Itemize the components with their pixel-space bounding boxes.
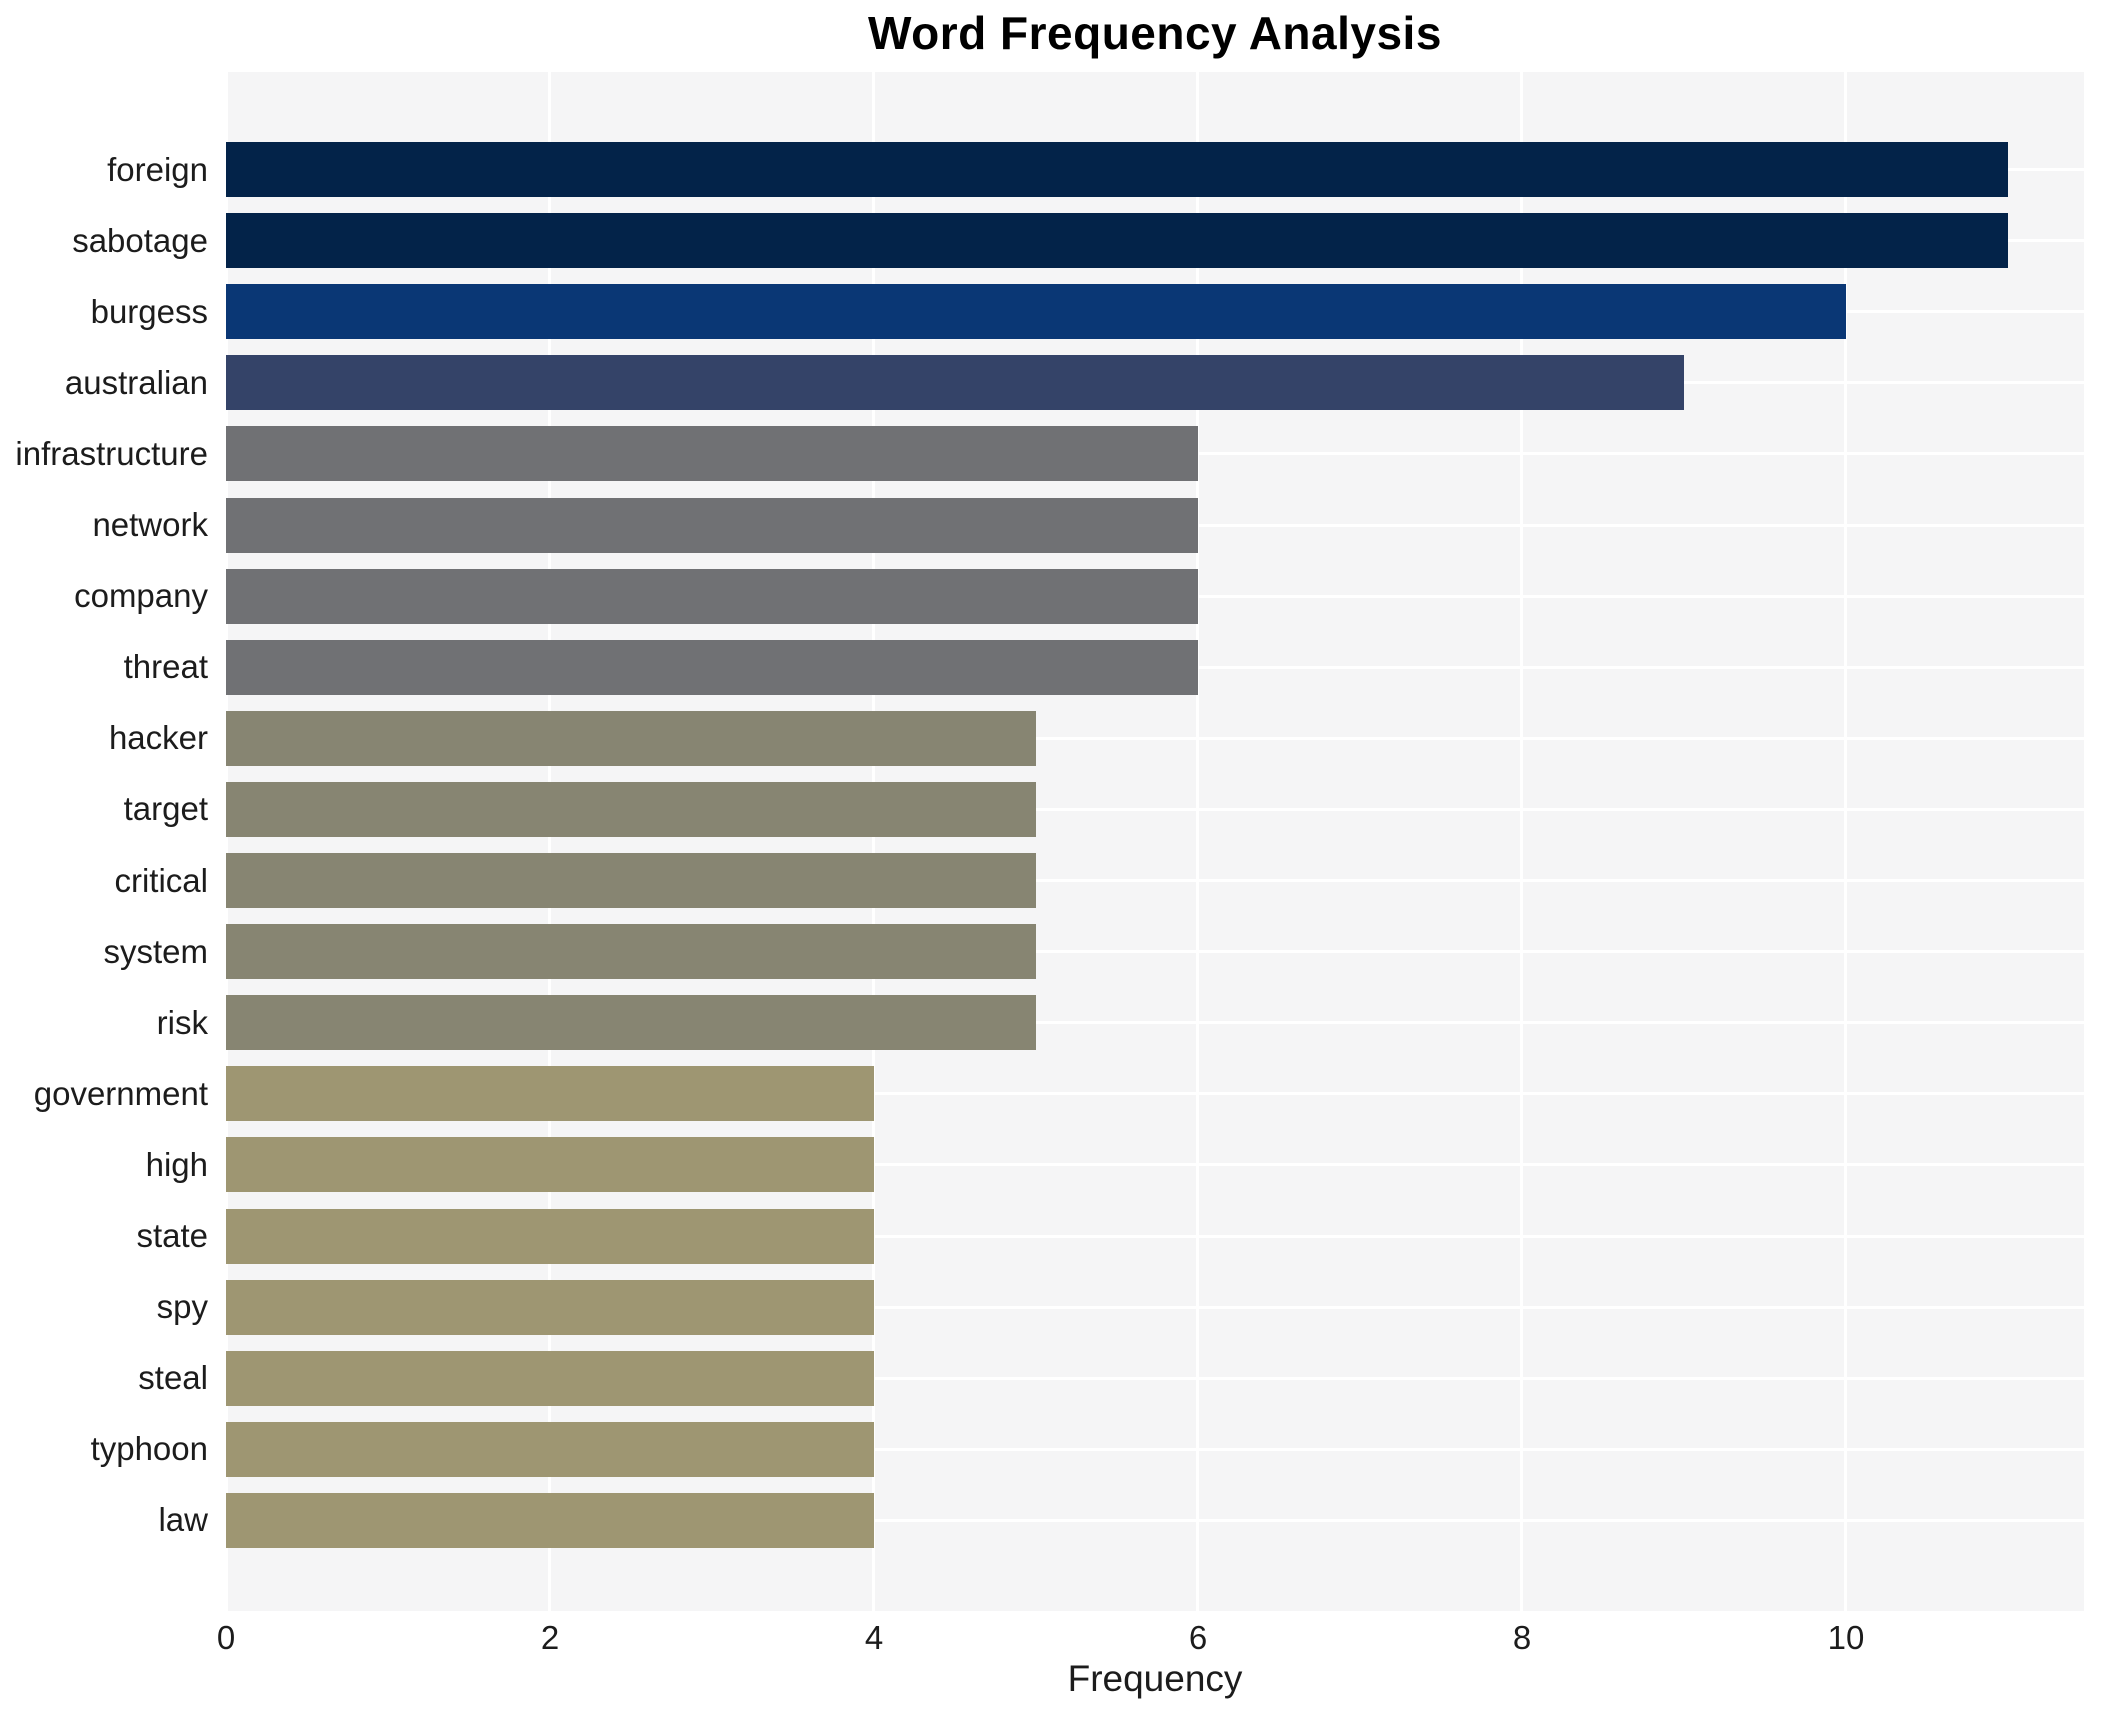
bar-risk: [226, 995, 1036, 1050]
y-tick-label-burgess: burgess: [90, 293, 208, 330]
bar-foreign: [226, 142, 2008, 197]
x-gridline: [225, 72, 228, 1611]
y-tick-label-state: state: [136, 1217, 208, 1254]
y-gridline: [226, 1306, 2084, 1309]
bar-steal: [226, 1351, 874, 1406]
y-gridline: [226, 1448, 2084, 1451]
bar-state: [226, 1209, 874, 1264]
bar-law: [226, 1493, 874, 1548]
y-gridline: [226, 737, 2084, 740]
bar-government: [226, 1066, 874, 1121]
y-gridline: [226, 1377, 2084, 1380]
y-tick-label-steal: steal: [138, 1359, 208, 1396]
y-tick-label-network: network: [92, 506, 208, 543]
y-gridline: [226, 1235, 2084, 1238]
y-tick-label-government: government: [33, 1075, 208, 1112]
x-tick-label-10: 10: [1827, 1619, 1865, 1656]
y-gridline: [226, 808, 2084, 811]
x-tick-label-8: 8: [1512, 1619, 1532, 1656]
y-tick-label-spy: spy: [156, 1288, 208, 1325]
x-axis-label: Frequency: [1067, 1658, 1243, 1699]
x-tick-label-6: 6: [1188, 1619, 1208, 1656]
plot-area: [225, 72, 2084, 1611]
bar-target: [226, 782, 1036, 837]
bar-threat: [226, 640, 1198, 695]
chart-title: Word Frequency Analysis: [868, 7, 1442, 59]
x-gridline: [1520, 72, 1523, 1611]
y-gridline: [226, 1092, 2084, 1095]
bar-sabotage: [226, 213, 2008, 268]
y-tick-label-typhoon: typhoon: [90, 1430, 208, 1467]
x-tick-label-4: 4: [864, 1619, 884, 1656]
y-gridline: [226, 950, 2084, 953]
bar-company: [226, 569, 1198, 624]
y-tick-label-target: target: [123, 790, 208, 827]
y-tick-label-sabotage: sabotage: [72, 222, 208, 259]
bar-spy: [226, 1280, 874, 1335]
bar-infrastructure: [226, 426, 1198, 481]
y-tick-label-system: system: [103, 933, 208, 970]
y-gridline: [226, 1021, 2084, 1024]
y-gridline: [226, 1163, 2084, 1166]
y-tick-label-high: high: [145, 1146, 208, 1183]
y-tick-label-australian: australian: [64, 364, 208, 401]
bar-australian: [226, 355, 1684, 410]
bar-typhoon: [226, 1422, 874, 1477]
bar-system: [226, 924, 1036, 979]
bar-network: [226, 498, 1198, 553]
y-tick-label-critical: critical: [114, 862, 208, 899]
x-tick-label-2: 2: [540, 1619, 560, 1656]
bar-high: [226, 1137, 874, 1192]
y-tick-label-hacker: hacker: [108, 719, 208, 756]
y-tick-label-risk: risk: [156, 1004, 208, 1041]
x-gridline: [1196, 72, 1199, 1611]
y-gridline: [226, 879, 2084, 882]
y-tick-label-infrastructure: infrastructure: [15, 435, 208, 472]
y-tick-label-threat: threat: [123, 648, 208, 685]
bar-hacker: [226, 711, 1036, 766]
x-gridline: [872, 72, 875, 1611]
x-gridline: [548, 72, 551, 1611]
y-gridline: [226, 1519, 2084, 1522]
bar-critical: [226, 853, 1036, 908]
y-tick-label-law: law: [158, 1501, 208, 1538]
y-tick-label-company: company: [74, 577, 208, 614]
x-gridline: [1844, 72, 1847, 1611]
y-tick-label-foreign: foreign: [107, 151, 208, 188]
x-tick-label-0: 0: [216, 1619, 236, 1656]
bar-burgess: [226, 284, 1846, 339]
